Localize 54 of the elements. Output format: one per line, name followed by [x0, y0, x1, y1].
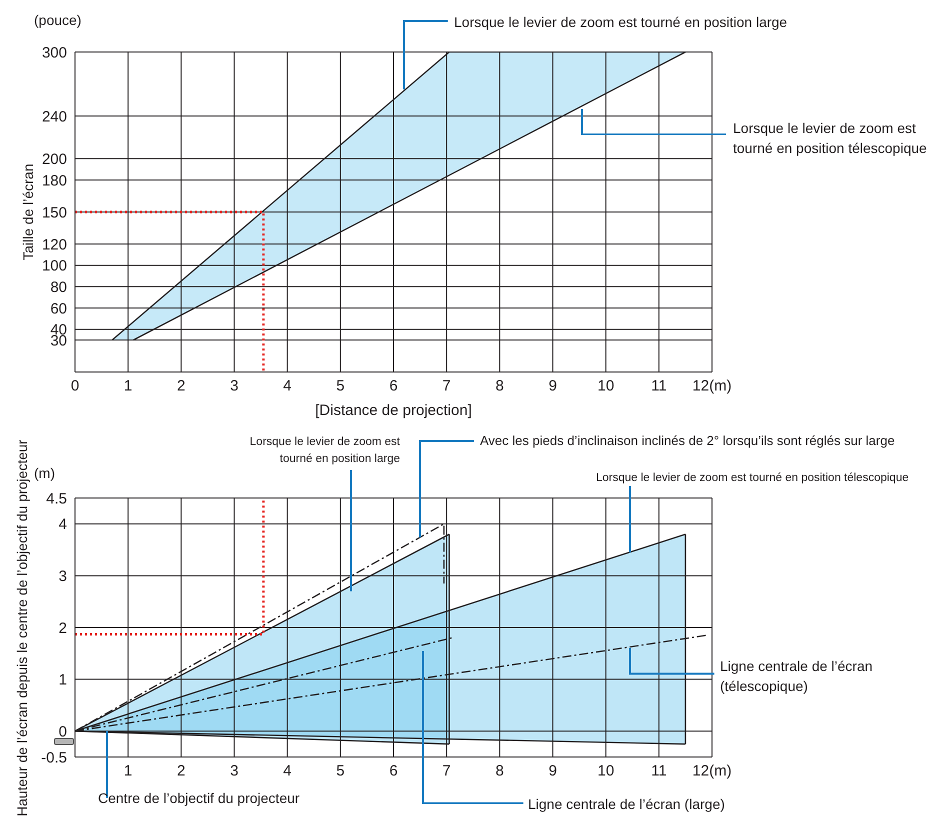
x-tick-label: 4	[283, 378, 292, 395]
x-tick-label: 3	[230, 378, 238, 395]
x-tick-label: 11	[651, 378, 667, 395]
y-tick-label: 4.5	[46, 490, 67, 508]
text: (pouce)	[34, 11, 82, 30]
x-tick-label: 10	[597, 378, 614, 395]
y-tick-label: 1	[58, 672, 67, 689]
x-tick-label: 9	[548, 762, 557, 780]
y-tick-label: 200	[42, 150, 67, 168]
x-tick-label: 8	[495, 378, 504, 395]
x-tick-label: 10	[597, 762, 614, 780]
x-tick-label: 1	[124, 378, 132, 395]
x-tick-label: 3	[230, 762, 238, 780]
x-tick-label: 2	[176, 378, 186, 395]
x-tick-label: 6	[389, 762, 398, 780]
y-axis-title: Taille de l’écran	[20, 164, 36, 260]
x-tick-label: 5	[336, 378, 345, 395]
y-tick-label: 120	[42, 236, 67, 254]
y-tick-label: 60	[50, 300, 67, 318]
y-tick-label: 240	[42, 108, 67, 126]
x-tick-label: 9	[548, 378, 557, 395]
x-tick-label: 0	[70, 378, 80, 395]
annotation: Lorsque le levier de zoom est tourné en position large	[248, 435, 400, 467]
x-tick-label: 7	[442, 762, 451, 780]
annotation: Centre de l’objectif du projecteur	[98, 789, 301, 808]
y-tick-label: 4	[58, 516, 67, 534]
annotation: Ligne centrale de l’écran (large)	[528, 795, 726, 814]
y-tick-label: 2	[58, 620, 67, 637]
x-tick-label: 6	[389, 378, 398, 395]
annotation: Lorsque le levier de zoom est tourné en position large	[454, 13, 788, 32]
y-tick-label: 180	[42, 172, 67, 190]
annotation: Lorsque le levier de zoom est tourné en position télescopique	[733, 119, 928, 158]
x-tick-label: 7	[442, 378, 451, 395]
y-tick-label: 300	[42, 44, 67, 62]
y-axis-title: Hauteur de l’écran depuis le centre de l’objectif du projecteur	[14, 439, 30, 816]
x-tick-label: 1	[124, 762, 132, 780]
x-tick-label: 2	[176, 762, 186, 780]
x-tick-label: 5	[336, 762, 345, 780]
x-tick-label: 8	[495, 762, 504, 780]
x-axis-title: [Distance de projection]	[314, 402, 473, 419]
y-tick-label: 150	[42, 204, 67, 222]
x-tick-label: 12(m)	[692, 762, 732, 780]
x-tick-label: 4	[283, 762, 292, 780]
y-tick-label: 100	[42, 258, 67, 275]
y-tick-label: 3	[58, 568, 67, 586]
x-tick-label: 12(m)	[692, 378, 732, 395]
x-tick-label: 11	[651, 762, 667, 780]
annotation: Avec les pieds d’inclinaison inclinés de 2° lorsqu’ils sont réglés sur large	[480, 432, 896, 450]
annotation: Ligne centrale de l’écran (télescopique)	[720, 657, 874, 696]
annotation: Lorsque le levier de zoom est tourné en position télescopique	[596, 471, 910, 486]
y-tick-label: 80	[50, 278, 67, 296]
y-tick-label: -0.5	[41, 749, 67, 766]
y-tick-label: 0	[58, 723, 67, 740]
text: (m)	[34, 464, 56, 483]
